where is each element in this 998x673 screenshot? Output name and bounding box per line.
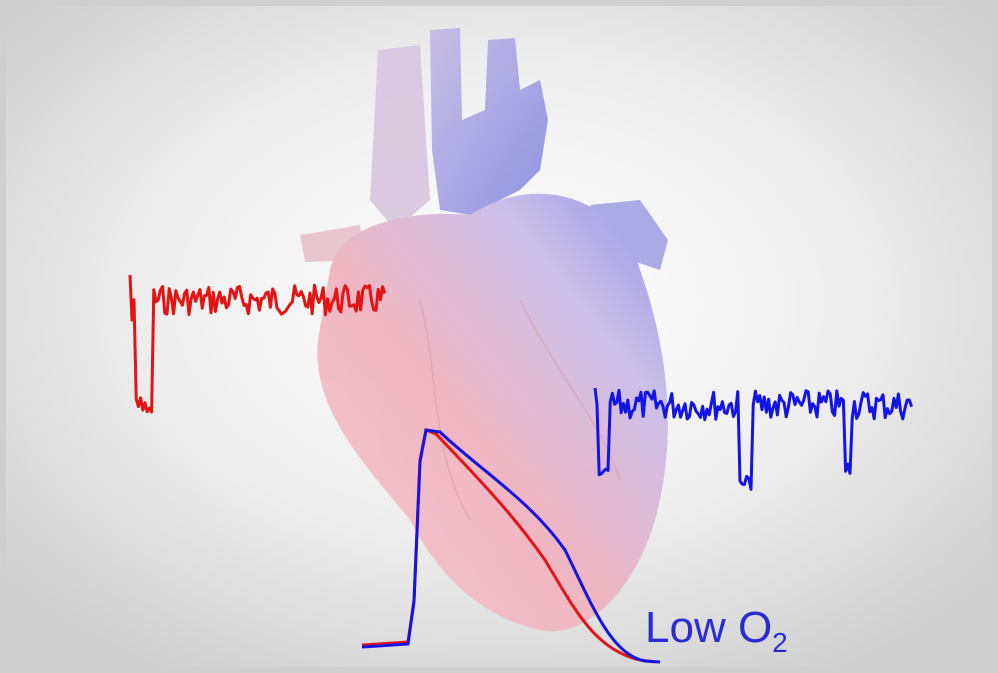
caption-subscript: 2	[772, 627, 788, 658]
page: Low O2 (() => { const data = JSON.parse(…	[0, 0, 998, 673]
caption-text: Low O	[645, 603, 772, 652]
illustration: Low O2	[0, 0, 998, 673]
caption: Low O2	[645, 603, 788, 658]
